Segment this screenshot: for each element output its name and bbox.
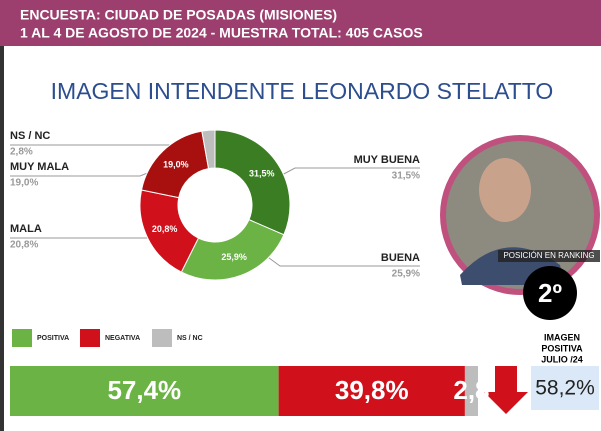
ranking-badge <box>523 266 577 320</box>
legend-label: NS / NC <box>177 335 203 342</box>
slice-label: 19,0% <box>163 159 189 169</box>
outer-value-label: 19,0% <box>10 178 38 189</box>
category-label: BUENA <box>381 252 420 264</box>
bar-value-label: 57,4% <box>107 375 181 405</box>
chart-title: IMAGEN INTENDENTE LEONARDO STELATTO <box>51 78 554 104</box>
bar-value-label: 2,8 <box>453 375 489 405</box>
previous-box <box>531 366 599 410</box>
bar-value-label: 39,8% <box>335 375 409 405</box>
outer-value-label: 2,8% <box>10 147 33 158</box>
bar-segment <box>278 366 465 416</box>
category-label: MUY BUENA <box>354 154 420 166</box>
ranking-position: 2º <box>538 278 562 308</box>
left-edge <box>0 46 4 431</box>
legend-swatch <box>12 329 32 347</box>
down-arrow <box>484 366 528 414</box>
bar-segment <box>10 366 279 416</box>
photo-face <box>479 158 531 222</box>
category-label: MUY MALA <box>10 161 69 173</box>
header-line: ENCUESTA: CIUDAD DE POSADAS (MISIONES) <box>20 7 337 23</box>
bar-segment <box>464 366 478 416</box>
legend-swatch <box>152 329 172 347</box>
previous-label: JULIO /24 <box>541 354 583 364</box>
outer-value-label: 20,8% <box>10 240 38 251</box>
legend-label: POSITIVA <box>37 335 69 342</box>
outer-value-label: 25,9% <box>392 269 420 280</box>
ranking-label-bg <box>498 250 600 262</box>
header-band <box>0 0 601 46</box>
previous-label: POSITIVA <box>541 343 583 353</box>
donut-slice <box>214 129 291 236</box>
slice-label: 31,5% <box>249 169 275 179</box>
previous-label: IMAGEN <box>544 332 580 342</box>
legend-label: NEGATIVA <box>105 335 140 342</box>
previous-value: 58,2% <box>535 377 595 400</box>
legend-swatch <box>80 329 100 347</box>
donut-slice <box>180 219 285 281</box>
category-label: NS / NC <box>10 130 50 142</box>
category-label: MALA <box>10 223 42 235</box>
outer-value-label: 31,5% <box>392 171 420 182</box>
header-line: 1 AL 4 DE AGOSTO DE 2024 - MUESTRA TOTAL… <box>20 25 423 41</box>
slice-label: 25,9% <box>221 252 247 262</box>
ranking-label: POSICIÓN EN RANKING <box>503 251 594 260</box>
donut-slice <box>201 129 216 170</box>
slice-label: 20,8% <box>152 224 178 234</box>
